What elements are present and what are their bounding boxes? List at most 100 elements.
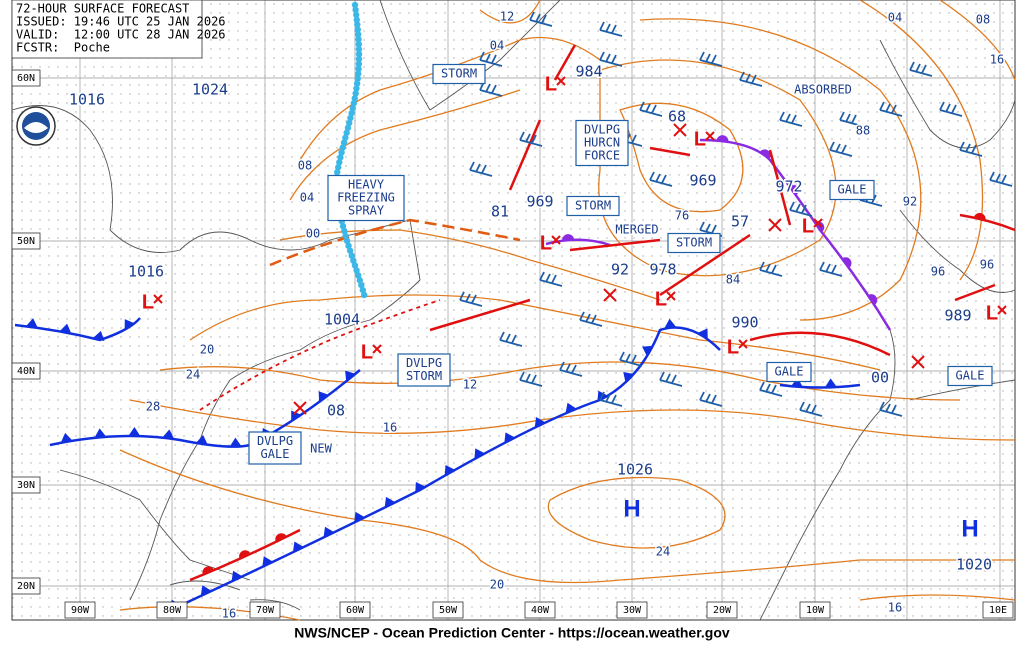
pressure-label: 81 [491, 203, 509, 221]
warning-label: FORCE [584, 149, 620, 163]
pressure-label: 1026 [617, 461, 653, 479]
front-symbol [867, 294, 878, 306]
isobar-label: 16 [888, 601, 902, 615]
ice-dot [354, 31, 362, 38]
warning-label: STORM [676, 236, 712, 250]
labels: 60N 50N 40N 30N 20N 90W 80W 70W 60W 50W 40W 30W 20W 1… [11, 8, 1014, 622]
isobar-label: 00 [306, 227, 320, 241]
low-center: L [361, 341, 373, 363]
ice-dot [353, 11, 360, 19]
ice-dot [355, 41, 362, 48]
ice-dot [355, 55, 363, 63]
wind-barb [699, 391, 723, 407]
wind-barb [699, 51, 723, 67]
warning-label: GALE [956, 369, 985, 383]
ice-dot [350, 100, 357, 107]
ice-dot [353, 80, 361, 87]
front-symbol [474, 448, 485, 460]
ice-dot [351, 95, 358, 102]
front-symbol [841, 257, 852, 269]
front-symbol [354, 511, 365, 523]
latitude-label: 20N [17, 581, 35, 592]
front-symbol [162, 429, 175, 440]
warning-label: STORM [441, 67, 477, 81]
wind-barb [479, 81, 503, 97]
front-symbol [973, 212, 986, 221]
pressure-label: 989 [944, 307, 971, 325]
isobar-label: 12 [500, 10, 514, 24]
former-position [673, 123, 687, 137]
pressure-label: 990 [731, 314, 758, 332]
warning-box [575, 119, 629, 167]
longitude-label: 10W [806, 605, 825, 616]
low-center: L [545, 73, 557, 95]
ice-dot [338, 149, 345, 156]
header-valid: VALID: 12:00 UTC 28 JAN 2026 [16, 28, 226, 42]
ice-dot [355, 60, 363, 68]
warning-box [397, 353, 451, 387]
warning-label: STORM [406, 369, 442, 383]
wind-barb [459, 291, 483, 307]
low-x [813, 218, 823, 228]
latitude-box [11, 232, 41, 250]
isobar-label: 92 [903, 195, 917, 209]
motion-arrows [429, 44, 996, 357]
low-x [551, 235, 561, 245]
wind-barb [519, 371, 543, 387]
warning-box [327, 174, 405, 222]
pressure-label: 68 [668, 108, 686, 126]
latitude-label: 30N [17, 480, 35, 491]
wind-barb [639, 101, 663, 117]
longitude-label: 20W [713, 605, 732, 616]
ice-dot [342, 134, 349, 141]
longitude-box [799, 601, 831, 619]
pressure-label: 92 [611, 261, 629, 279]
wind-barb [839, 111, 863, 127]
front-symbol [623, 372, 634, 383]
front-symbol [275, 533, 287, 542]
wind-barb [539, 271, 563, 287]
longitude-box [706, 601, 738, 619]
front-symbol [59, 323, 72, 334]
front-symbol [759, 149, 771, 160]
former-position [603, 288, 617, 302]
wind-barb [529, 11, 553, 27]
wind-barb [619, 351, 643, 367]
annotation: NEW [310, 442, 332, 456]
ice-dot [351, 262, 359, 269]
low-x [153, 294, 163, 304]
ice-dot [337, 154, 344, 161]
ice-dot [361, 291, 368, 299]
ice-dot [334, 168, 341, 176]
front-symbol [323, 526, 335, 538]
pressure-label: 1016 [128, 263, 164, 281]
former-position [911, 355, 925, 369]
isobar-label: 76 [675, 209, 689, 223]
isobar-label: 96 [980, 258, 994, 272]
wind-barb [759, 261, 783, 277]
front-symbol [124, 319, 135, 330]
front-symbol [25, 318, 38, 328]
ice-dot [342, 232, 349, 240]
former-position [293, 401, 307, 415]
front-symbol [318, 391, 329, 403]
warning-label: FREEZING [337, 191, 395, 205]
high-center: H [623, 495, 640, 522]
front-symbol [642, 345, 653, 357]
latitude-box [11, 69, 41, 87]
longitude-label: 30W [623, 605, 642, 616]
isobar-label: 28 [146, 400, 160, 414]
isobar-label: 08 [298, 159, 312, 173]
header-forecaster: FCSTR: Poche [16, 41, 110, 55]
wind-barb [909, 61, 933, 77]
pressure-label: 972 [775, 178, 802, 196]
ice-dot [343, 237, 351, 245]
wind-barb [599, 391, 623, 407]
front-symbol [788, 184, 799, 196]
low-center: L [802, 215, 814, 237]
wind-barb [829, 141, 853, 157]
ice-dot [340, 139, 348, 146]
latitude-box [11, 577, 41, 595]
front-symbol [504, 432, 515, 444]
pressure-label: 969 [689, 172, 716, 190]
